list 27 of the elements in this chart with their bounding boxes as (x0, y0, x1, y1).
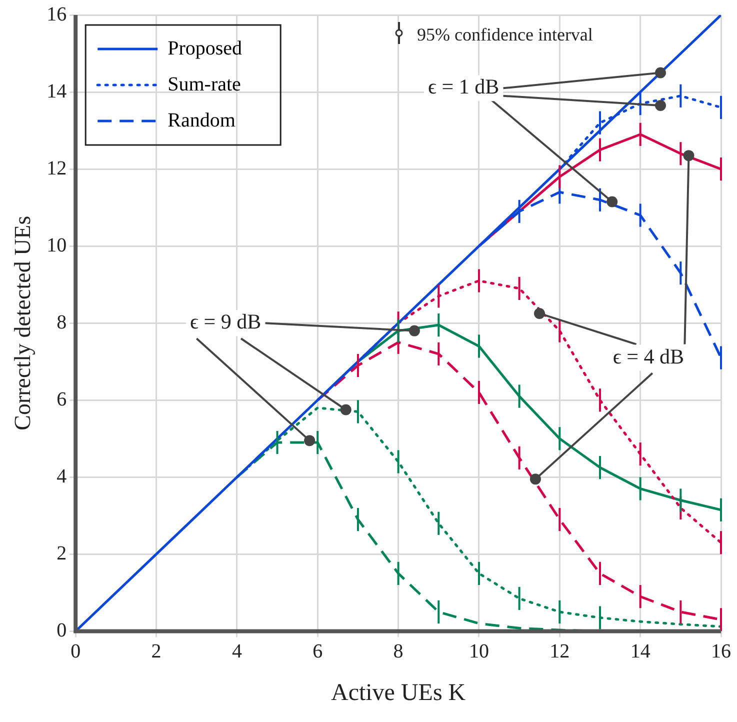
x-tick-label: 12 (550, 640, 570, 662)
y-tick-label: 12 (46, 157, 67, 180)
y-axis-title: Correctly detected UEs (10, 216, 35, 430)
legend-label: Proposed (168, 37, 242, 60)
annotation: ϵ = 1 dB (428, 74, 500, 99)
x-tick-label: 2 (151, 640, 162, 662)
x-tick-label: 4 (232, 640, 242, 662)
y-tick-label: 14 (46, 80, 67, 102)
y-tick-label: 0 (56, 619, 67, 642)
x-tick-label: 16 (711, 640, 731, 662)
y-tick-label: 8 (56, 311, 67, 334)
x-tick-label: 6 (312, 640, 323, 662)
y-tick-label: 16 (46, 3, 67, 26)
x-tick-label: 0 (70, 640, 81, 662)
x-tick-label: 14 (630, 640, 650, 662)
y-tick-label: 4 (56, 465, 67, 488)
y-tick-label: 10 (46, 234, 67, 256)
legend-label: Random (168, 109, 236, 132)
y-tick-label: 2 (56, 542, 67, 564)
annotation: 95% confidence interval (417, 24, 593, 45)
x-tick-label: 10 (468, 640, 489, 662)
annotation: ϵ = 4 dB (612, 344, 684, 368)
x-tick-label: 8 (393, 640, 404, 662)
annotation: ϵ = 9 dB (190, 310, 262, 334)
legend-label: Sum-rate (168, 73, 242, 96)
y-tick-label: 6 (56, 388, 67, 410)
x-axis-title: Active UEs K (330, 680, 466, 706)
